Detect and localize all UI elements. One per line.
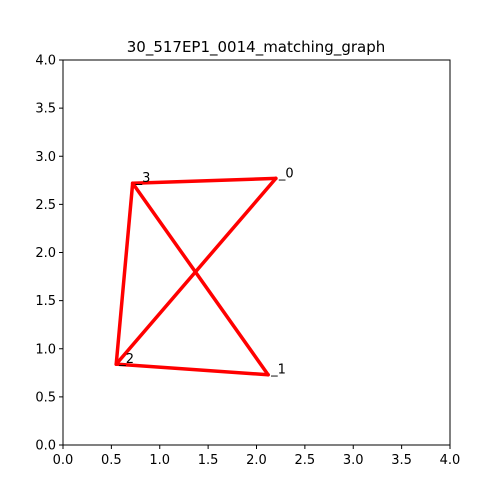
y-tick-label: 2.5 xyxy=(35,198,56,213)
x-tick-label: 0.0 xyxy=(53,453,74,468)
chart-title: 30_517EP1_0014_matching_graph xyxy=(127,38,386,57)
x-tick-label: 3.0 xyxy=(343,453,364,468)
y-tick-label: 3.5 xyxy=(35,102,56,117)
y-tick-label: 0.0 xyxy=(35,439,56,454)
graph-edge-4 xyxy=(114,362,270,377)
graph-edge-2 xyxy=(114,181,135,366)
graph-edge-0 xyxy=(130,176,278,185)
y-tick-label: 2.0 xyxy=(35,246,56,261)
x-tick-label: 0.5 xyxy=(101,453,122,468)
x-tick-label: 2.5 xyxy=(295,453,316,468)
y-tick-label: 1.5 xyxy=(35,294,56,309)
x-tick-label: 1.5 xyxy=(198,453,219,468)
y-axis: 0.0 0.5 1.0 1.5 2.0 2.5 3.0 3.5 4.0 xyxy=(35,54,63,454)
x-tick-label: 2.0 xyxy=(246,453,267,468)
edge-layer xyxy=(114,176,278,377)
node-label-layer: _0 _1 _2 _3 xyxy=(118,166,293,377)
y-tick-label: 3.0 xyxy=(35,150,56,165)
x-tick-label: 1.0 xyxy=(149,453,170,468)
graph-edge-3 xyxy=(130,181,270,377)
x-axis: 0.0 0.5 1.0 1.5 2.0 2.5 3.0 3.5 4.0 xyxy=(53,445,461,468)
node-label-3: _3 xyxy=(135,171,151,186)
y-tick-label: 1.0 xyxy=(35,342,56,357)
x-tick-label: 3.5 xyxy=(391,453,412,468)
node-label-1: _1 xyxy=(270,363,286,378)
x-tick-label: 4.0 xyxy=(440,453,461,468)
y-tick-label: 0.5 xyxy=(35,390,56,405)
y-tick-label: 4.0 xyxy=(35,54,56,69)
node-label-0: _0 xyxy=(278,166,294,181)
node-label-2: _2 xyxy=(118,352,134,367)
